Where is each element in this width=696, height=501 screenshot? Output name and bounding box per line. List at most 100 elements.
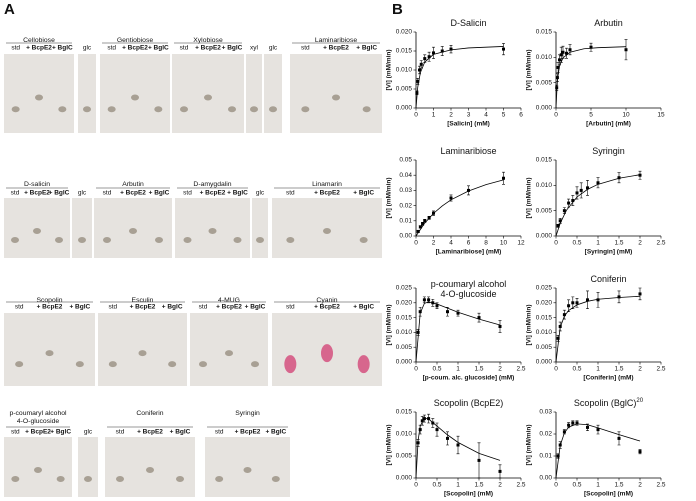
y-tick-label: 0.05 (399, 157, 412, 164)
data-point (556, 454, 560, 458)
data-point (416, 441, 420, 445)
chart-title-text: Coniferin (590, 274, 626, 284)
data-point (596, 298, 600, 302)
x-tick-label: 2 (498, 366, 502, 373)
lane-label: glc (84, 429, 93, 436)
data-point (589, 45, 593, 49)
x-axis-label: [p-coum. alc. glucoside] (mM) (423, 375, 515, 382)
x-tick-label: 0 (414, 112, 418, 119)
tlc-spot (155, 237, 163, 243)
tlc-spot (243, 467, 252, 473)
compound-name-line: p-coumaryl alcohol (9, 410, 67, 417)
y-tick-label: 0.015 (536, 29, 553, 36)
data-point (427, 55, 431, 59)
y-tick-label: 0.020 (536, 300, 553, 307)
lane-label: glc (256, 190, 265, 197)
tlc-spot (154, 106, 163, 113)
x-tick-label: 1 (596, 482, 600, 489)
y-tick-label: 0.005 (536, 79, 553, 86)
tlc-plate (4, 54, 74, 133)
y-tick-label: 0.000 (396, 475, 413, 482)
data-point (596, 428, 600, 432)
x-tick-label: 2.5 (656, 366, 665, 373)
lane-label: std (286, 190, 295, 197)
tlc-plate (264, 54, 282, 133)
data-point (556, 65, 560, 69)
compound-name: Syringin (235, 410, 260, 417)
lane-label: std (11, 429, 20, 436)
y-tick-label: 0.005 (396, 86, 413, 93)
data-point (562, 313, 566, 317)
x-tick-label: 0 (414, 366, 418, 373)
data-point (415, 91, 419, 95)
compound-name: Cellobiose (23, 37, 55, 44)
compound-name: Arbutin (122, 181, 144, 188)
data-point (561, 50, 565, 54)
y-tick-label: 0.000 (536, 105, 553, 112)
data-point (467, 188, 470, 192)
x-tick-label: 0 (414, 240, 418, 247)
y-tick-label: 0.000 (396, 359, 413, 366)
x-tick-label: 2 (638, 366, 642, 373)
lane-label: std (301, 45, 310, 52)
compound-name: Esculin (132, 297, 154, 304)
x-axis-label: [Coniferin] (mM) (583, 375, 633, 382)
tlc-spot (84, 476, 92, 482)
tlc-spot (15, 361, 24, 368)
x-tick-label: 8 (484, 240, 488, 247)
data-point (565, 51, 568, 55)
data-point (423, 57, 427, 61)
chart-title: Arbutin (594, 18, 623, 28)
data-point (419, 62, 423, 66)
data-point (456, 443, 460, 447)
tlc-spot (138, 350, 147, 357)
x-tick-label: 1 (456, 482, 460, 489)
chart-title-line: p-coumaryl alcohol (431, 279, 507, 289)
lane-label: glc (83, 45, 92, 52)
lane-label: + BglC (245, 304, 266, 311)
tlc-spot (58, 106, 67, 113)
y-tick-label: 0.01 (539, 453, 552, 460)
lane-label: std (286, 304, 295, 311)
x-tick-label: 0.5 (572, 366, 581, 373)
x-tick-label: 0 (554, 112, 558, 119)
x-tick-label: 0 (554, 366, 558, 373)
data-point (422, 417, 426, 421)
lane-label: glc (78, 190, 87, 197)
x-tick-label: 6 (519, 112, 523, 119)
data-point (586, 298, 589, 302)
lane-label: + BglC (49, 190, 70, 197)
lane-label: + BglC (148, 45, 169, 52)
y-tick-label: 0.00 (539, 475, 552, 482)
chart-title: Scopolin (BcpE2) (434, 398, 504, 408)
data-point (498, 324, 502, 328)
lane-label: + BcpE2 (216, 304, 242, 311)
data-point (427, 298, 431, 302)
x-tick-label: 2 (638, 482, 642, 489)
data-point (555, 76, 559, 80)
y-tick-label: 0.02 (539, 431, 552, 438)
lane-label: std (107, 45, 116, 52)
tlc-spot (11, 237, 19, 243)
data-point (449, 196, 453, 200)
tlc-spot (251, 361, 259, 368)
data-point (435, 304, 439, 308)
lane-label: std (180, 45, 189, 52)
tlc-spot (146, 467, 154, 473)
lane-label: + BcpE2 (200, 190, 226, 197)
y-tick-label: 0.010 (396, 67, 413, 74)
data-point (558, 324, 562, 328)
tlc-spot (11, 476, 20, 482)
compound-name-line: 4-O-glucoside (17, 418, 60, 425)
x-tick-label: 5 (502, 112, 506, 119)
x-tick-label: 0.5 (572, 240, 581, 247)
data-point (567, 423, 571, 427)
lane-label: + BcpE2 (323, 45, 349, 52)
tlc-plate (78, 437, 98, 497)
data-point (446, 436, 449, 440)
x-tick-label: 1 (596, 366, 600, 373)
y-tick-label: 0.010 (396, 431, 413, 438)
tlc-spot (116, 476, 124, 482)
y-tick-label: 0.010 (396, 329, 413, 336)
data-point (562, 430, 566, 434)
